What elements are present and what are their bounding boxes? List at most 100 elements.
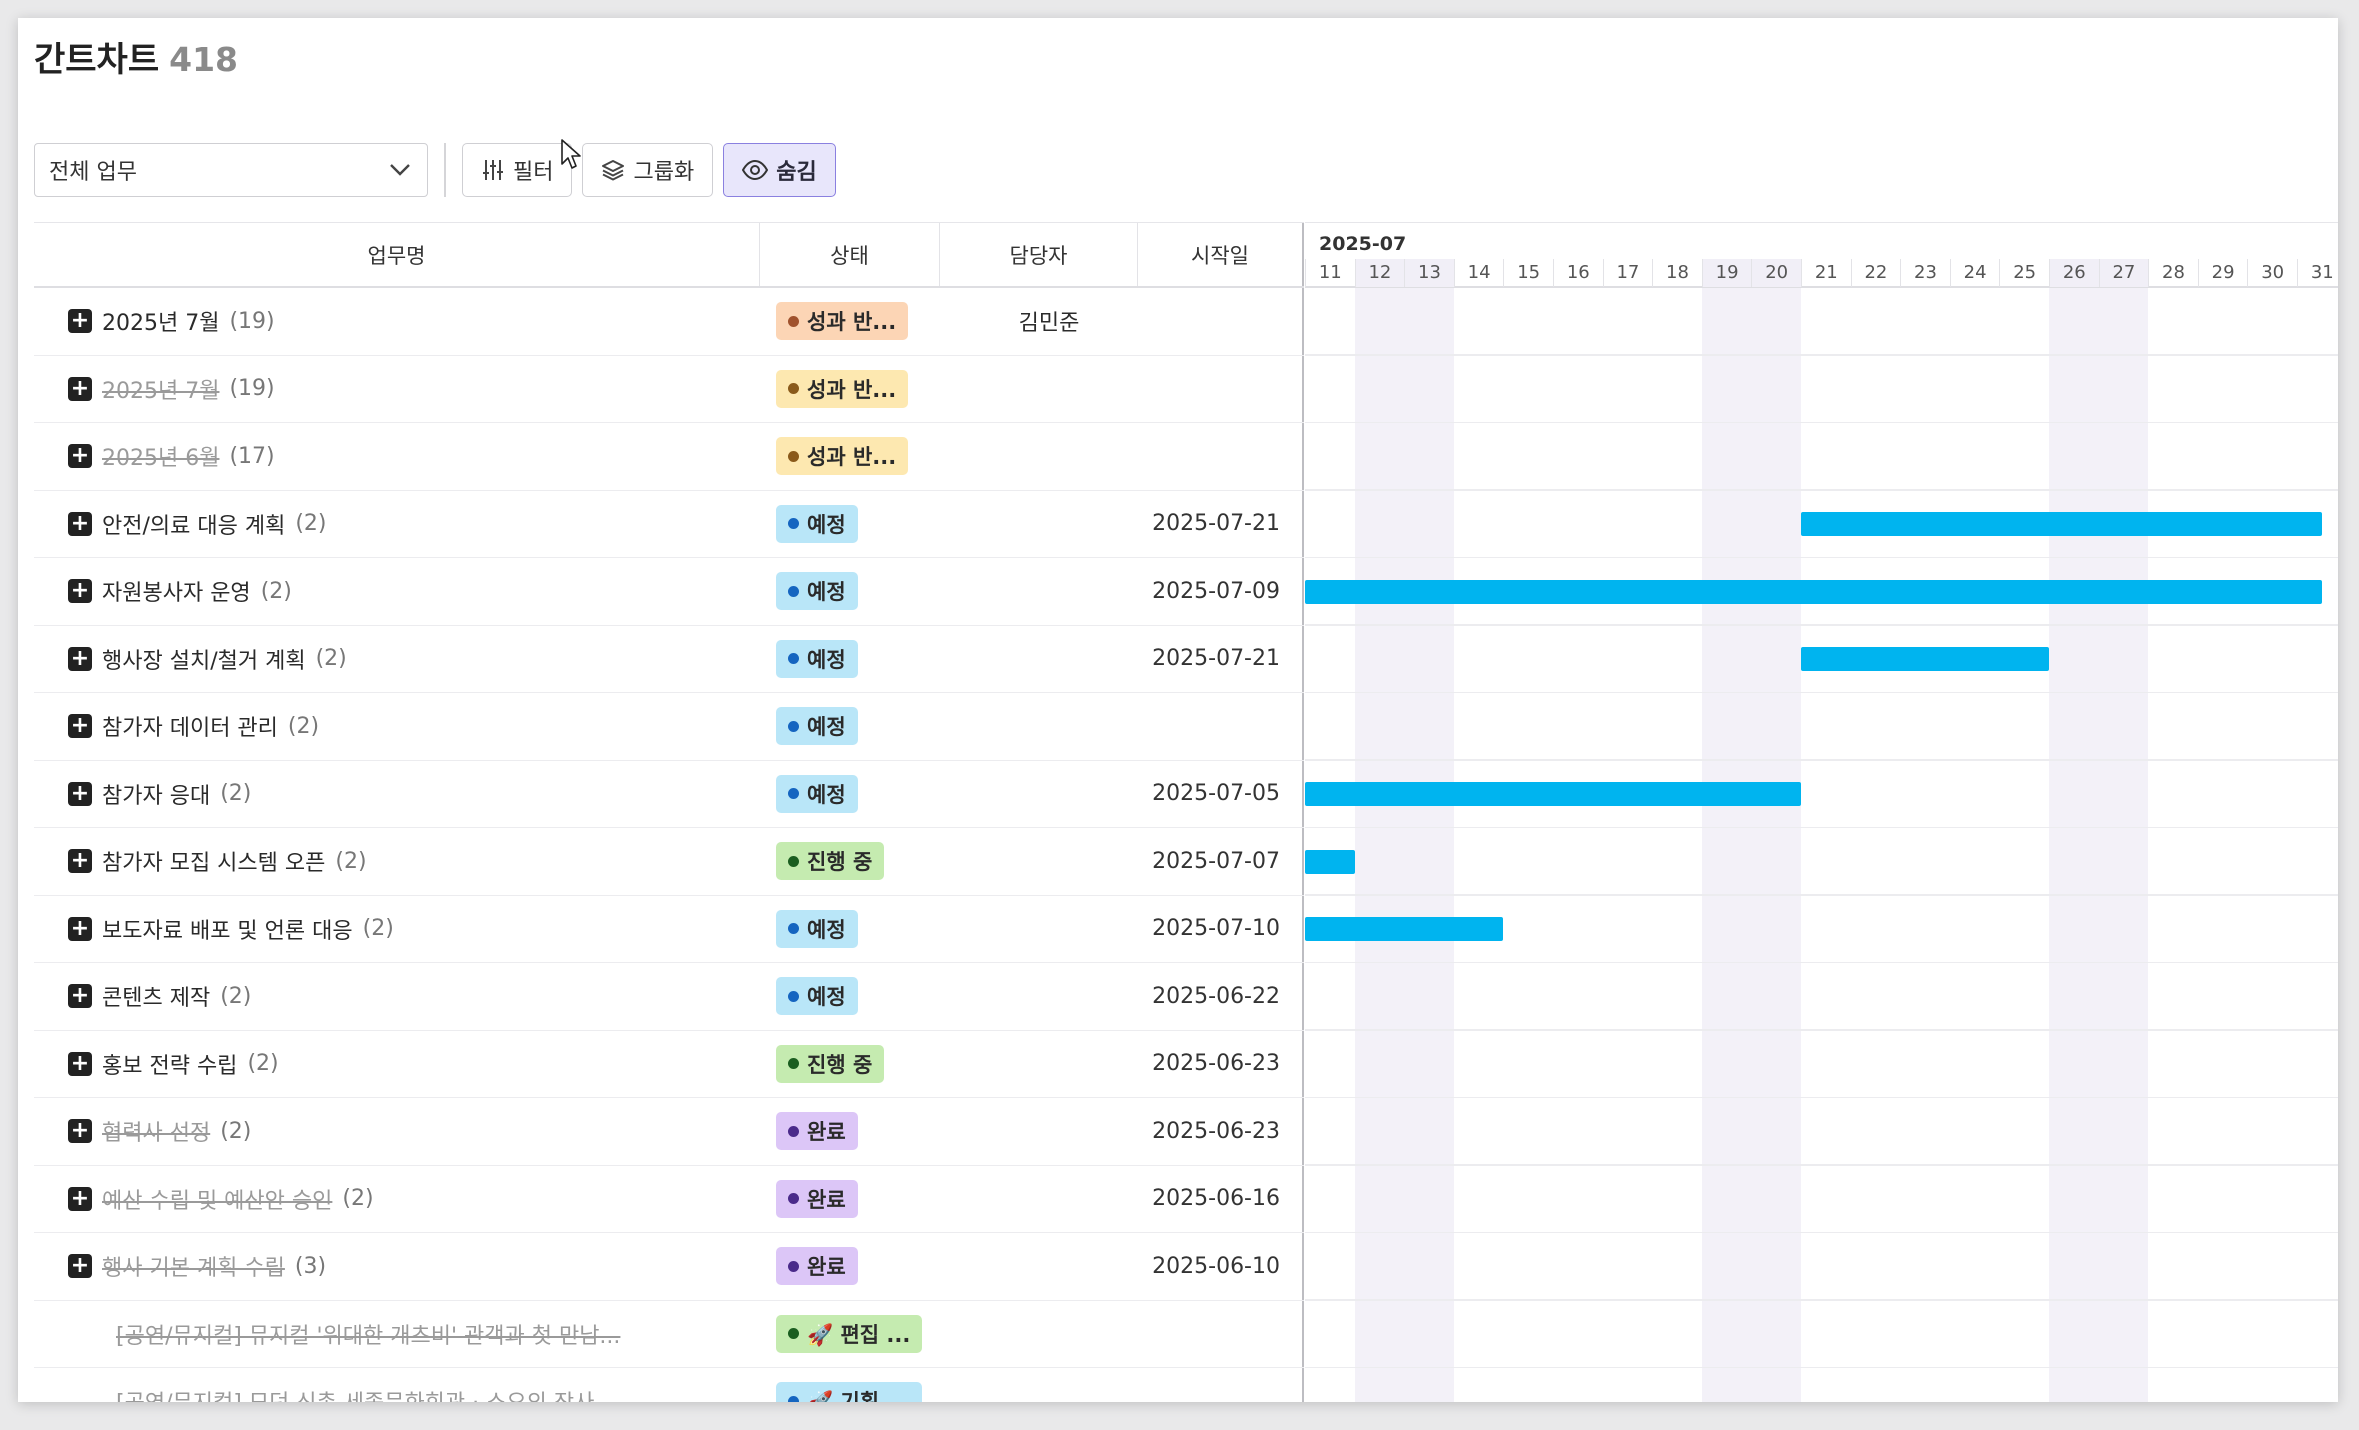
- start-date-cell[interactable]: 2025-07-05: [1138, 760, 1304, 827]
- expand-plus-icon[interactable]: +: [68, 1119, 92, 1144]
- owner-cell[interactable]: [940, 356, 1138, 423]
- gantt-bar[interactable]: [1801, 647, 2049, 672]
- status-badge[interactable]: 🚀 기획 ...: [776, 1382, 923, 1402]
- owner-cell[interactable]: [940, 693, 1138, 760]
- table-row[interactable]: + 보도자료 배포 및 언론 대응 (2) 예정 2025-07-10: [34, 895, 1304, 963]
- expand-plus-icon[interactable]: +: [68, 916, 92, 941]
- column-header-start[interactable]: 시작일: [1138, 223, 1304, 286]
- table-row[interactable]: + 콘텐츠 제작 (2) 예정 2025-06-22: [34, 963, 1304, 1031]
- table-row[interactable]: + 참가자 응대 (2) 예정 2025-07-05: [34, 760, 1304, 828]
- expand-plus-icon[interactable]: +: [68, 1186, 92, 1211]
- table-row[interactable]: + 참가자 모집 시스템 오픈 (2) 진행 중 2025-07-07: [34, 828, 1304, 896]
- start-date-cell[interactable]: 2025-07-21: [1138, 490, 1304, 557]
- gantt-bar[interactable]: [1305, 917, 1504, 942]
- column-header-name[interactable]: 업무명: [34, 223, 760, 286]
- status-badge[interactable]: 완료: [776, 1247, 858, 1286]
- status-badge[interactable]: 예정: [776, 774, 858, 813]
- column-header-owner[interactable]: 담당자: [940, 223, 1138, 286]
- start-date-cell[interactable]: 2025-07-21: [1138, 625, 1304, 692]
- owner-cell[interactable]: 김민준: [1018, 311, 1080, 337]
- expand-plus-icon[interactable]: +: [68, 444, 92, 469]
- owner-cell[interactable]: [940, 1368, 1138, 1402]
- status-badge[interactable]: 진행 중: [776, 1044, 885, 1083]
- table-row[interactable]: + 홍보 전략 수립 (2) 진행 중 2025-06-23: [34, 1030, 1304, 1098]
- start-date-cell[interactable]: 2025-06-23: [1138, 1098, 1304, 1165]
- table-row[interactable]: +2025년 7월 (19) 성과 반...: [34, 355, 1304, 423]
- start-date-cell[interactable]: 2025-07-07: [1138, 828, 1304, 895]
- expand-plus-icon[interactable]: +: [68, 849, 92, 874]
- gantt-bar[interactable]: [1801, 512, 2322, 537]
- task-name[interactable]: [공연/뮤지컬] 뮤지컬 '위대한 개츠비' 관객과 첫 만남...: [116, 1323, 621, 1349]
- status-badge[interactable]: 완료: [776, 1112, 858, 1151]
- status-badge[interactable]: 🚀 편집 ...: [776, 1314, 923, 1353]
- gantt-bar[interactable]: [1305, 849, 1355, 874]
- owner-cell[interactable]: [940, 626, 1138, 693]
- table-row[interactable]: + 안전/의료 대응 계획 (2) 예정 2025-07-21: [34, 490, 1304, 558]
- status-badge[interactable]: 예정: [776, 639, 858, 678]
- start-date-cell[interactable]: [1138, 288, 1304, 355]
- expand-plus-icon[interactable]: +: [68, 511, 92, 536]
- task-name[interactable]: 협력사 선정: [102, 1121, 211, 1147]
- task-name[interactable]: 홍보 전략 수립: [102, 1053, 238, 1079]
- owner-cell[interactable]: [940, 1301, 1138, 1368]
- expand-plus-icon[interactable]: +: [68, 376, 92, 401]
- task-name[interactable]: 2025년 6월: [102, 446, 220, 472]
- owner-cell[interactable]: [940, 491, 1138, 558]
- task-name[interactable]: 참가자 모집 시스템 오픈: [102, 851, 326, 877]
- group-button[interactable]: 그룹화: [582, 143, 714, 197]
- status-badge[interactable]: 완료: [776, 1179, 858, 1218]
- column-header-status[interactable]: 상태: [760, 223, 940, 286]
- start-date-cell[interactable]: 2025-06-23: [1138, 1030, 1304, 1097]
- expand-plus-icon[interactable]: +: [68, 579, 92, 604]
- task-scope-select[interactable]: 전체 업무: [34, 143, 428, 197]
- owner-cell[interactable]: [940, 1233, 1138, 1300]
- status-badge[interactable]: 예정: [776, 504, 858, 543]
- status-badge[interactable]: 성과 반...: [776, 302, 909, 341]
- owner-cell[interactable]: [940, 558, 1138, 625]
- task-name[interactable]: 2025년 7월: [102, 311, 220, 337]
- status-badge[interactable]: 예정: [776, 977, 858, 1016]
- owner-cell[interactable]: [940, 896, 1138, 963]
- owner-cell[interactable]: [940, 423, 1138, 490]
- hide-button[interactable]: 숨김: [723, 143, 836, 197]
- status-badge[interactable]: 예정: [776, 572, 858, 611]
- table-row[interactable]: + 참가자 데이터 관리 (2) 예정: [34, 693, 1304, 761]
- start-date-cell[interactable]: 2025-06-22: [1138, 963, 1304, 1030]
- task-name[interactable]: [공연/뮤지컬] 모던 신촌 세종문화회관 · 소요의 작사 ...: [116, 1385, 622, 1402]
- status-badge[interactable]: 예정: [776, 909, 858, 948]
- task-name[interactable]: 참가자 데이터 관리: [102, 716, 278, 742]
- task-name[interactable]: 콘텐츠 제작: [102, 986, 211, 1012]
- owner-cell[interactable]: [940, 761, 1138, 828]
- status-badge[interactable]: 성과 반...: [776, 437, 909, 476]
- table-row[interactable]: + 행사 기본 계획 수립 (3) 완료 2025-06-10: [34, 1233, 1304, 1301]
- task-name[interactable]: 행사장 설치/철거 계획: [102, 648, 306, 674]
- owner-cell[interactable]: [940, 1166, 1138, 1233]
- owner-cell[interactable]: [940, 1098, 1138, 1165]
- expand-plus-icon[interactable]: +: [68, 781, 92, 806]
- start-date-cell[interactable]: 2025-07-10: [1138, 895, 1304, 962]
- owner-cell[interactable]: [940, 963, 1138, 1030]
- table-row[interactable]: + 행사장 설치/철거 계획 (2) 예정 2025-07-21: [34, 625, 1304, 693]
- expand-plus-icon[interactable]: +: [68, 646, 92, 671]
- owner-cell[interactable]: [940, 828, 1138, 895]
- expand-plus-icon[interactable]: +: [68, 984, 92, 1009]
- start-date-cell[interactable]: [1138, 1368, 1304, 1402]
- start-date-cell[interactable]: 2025-06-16: [1138, 1165, 1304, 1232]
- task-name[interactable]: 자원봉사자 운영: [102, 581, 251, 607]
- expand-plus-icon[interactable]: +: [68, 714, 92, 739]
- start-date-cell[interactable]: 2025-07-09: [1138, 558, 1304, 625]
- expand-plus-icon[interactable]: +: [68, 1051, 92, 1076]
- filter-button[interactable]: 필터: [462, 143, 573, 197]
- start-date-cell[interactable]: [1138, 1300, 1304, 1367]
- expand-plus-icon[interactable]: +: [68, 309, 92, 334]
- task-name[interactable]: 예산 수립 및 예산안 승인: [102, 1188, 333, 1214]
- table-row[interactable]: + 자원봉사자 운영 (2) 예정 2025-07-09: [34, 558, 1304, 626]
- task-name[interactable]: 참가자 응대: [102, 783, 211, 809]
- task-name[interactable]: 행사 기본 계획 수립: [102, 1256, 285, 1282]
- expand-plus-icon[interactable]: +: [68, 1254, 92, 1279]
- start-date-cell[interactable]: [1138, 355, 1304, 422]
- owner-cell[interactable]: [940, 1031, 1138, 1098]
- table-row[interactable]: +2025년 6월 (17) 성과 반...: [34, 423, 1304, 491]
- status-badge[interactable]: 진행 중: [776, 842, 885, 881]
- table-row[interactable]: [공연/뮤지컬] 뮤지컬 '위대한 개츠비' 관객과 첫 만남... 🚀 편집 .…: [34, 1300, 1304, 1368]
